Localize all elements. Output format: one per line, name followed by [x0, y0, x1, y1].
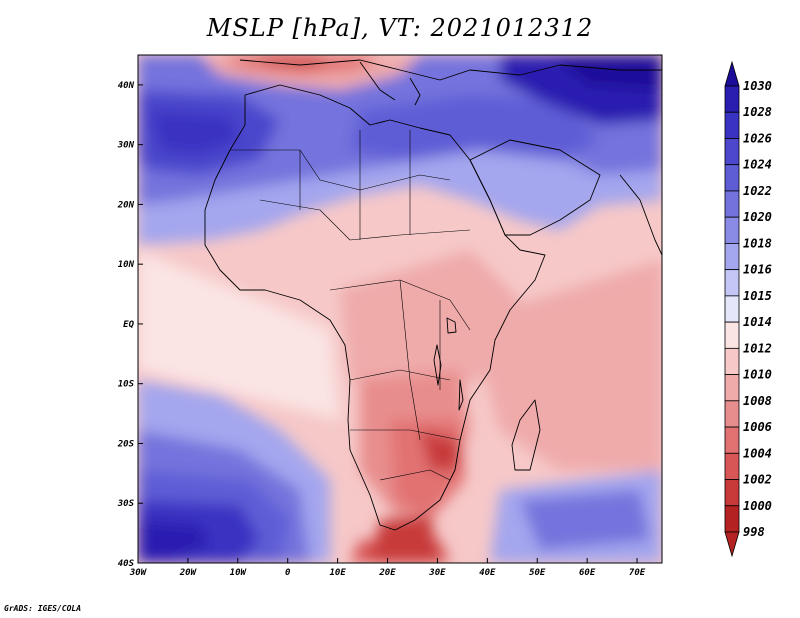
y-tick-label: 20S [117, 439, 135, 449]
colorbar-label: 1014 [743, 315, 772, 329]
colorbar-segment [724, 400, 740, 428]
colorbar-segment [724, 295, 740, 323]
colorbar-segment [724, 243, 740, 271]
colorbar-segment [724, 321, 740, 349]
colorbar-top-arrow [724, 60, 740, 87]
x-tick-label: 10E [329, 568, 346, 578]
colorbar-segment [724, 111, 740, 139]
colorbar-label: 1020 [743, 210, 772, 224]
x-tick-label: 40E [479, 568, 496, 578]
colorbar: 1030 1028 1026 1024 1022 1020 1018 1016 1015 1014… [724, 60, 772, 558]
colorbar-label: 1000 [743, 499, 772, 513]
colorbar-label: 1028 [743, 105, 772, 119]
x-tick-label: 0 [285, 568, 291, 578]
colorbar-label: 1015 [743, 289, 772, 303]
colorbar-label: 1024 [743, 158, 772, 172]
y-tick-label: 20N [117, 200, 135, 210]
colorbar-label: 1018 [743, 236, 772, 250]
colorbar-segment [724, 138, 740, 166]
coastlines [204, 59, 662, 531]
colorbar-label: 1006 [743, 420, 772, 434]
colorbar-label: 1026 [743, 131, 772, 145]
y-tick-label: 40N [118, 81, 135, 91]
colorbar-segment [724, 269, 740, 297]
colorbar-segment [724, 347, 740, 375]
colorbar-label: 1022 [743, 184, 772, 198]
y-tick-label: 40S [118, 559, 135, 569]
x-tick-label: 10W [230, 568, 248, 578]
x-tick-label: 70E [629, 568, 646, 578]
colorbar-segment [724, 479, 740, 507]
x-tick-label: 20W [179, 568, 198, 578]
plot-frame [137, 54, 663, 564]
x-axis: 30W 20W 10W 0 10E 20E 30E 40E 50E 60E 70E [129, 558, 646, 578]
colorbar-segment [724, 85, 740, 113]
colorbar-segment [724, 374, 740, 402]
colorbar-label: 1012 [743, 341, 772, 355]
colorbar-segment [724, 164, 740, 192]
x-tick-label: 20E [378, 568, 396, 578]
pressure-field [138, 55, 662, 563]
colorbar-label: 1010 [743, 368, 772, 382]
colorbar-label: 1002 [743, 473, 772, 487]
colorbar-segment [724, 452, 740, 480]
colorbar-label: 1030 [743, 79, 772, 93]
y-axis: 40N 30N 20N 10N EQ 10S 20S 30S 40S [117, 81, 143, 569]
x-tick-label: 30W [129, 568, 148, 578]
y-tick-label: EQ [123, 320, 134, 330]
colorbar-label: 1008 [743, 394, 772, 408]
colorbar-label: 998 [743, 525, 765, 539]
credit-text: GrADS: IGES/COLA [4, 604, 82, 613]
colorbar-segment [724, 505, 740, 533]
colorbar-segment [724, 426, 740, 454]
y-tick-label: 30N [117, 141, 135, 151]
y-tick-label: 30S [117, 499, 135, 509]
colorbar-segment [724, 190, 740, 218]
x-tick-label: 50E [529, 568, 546, 578]
chart-title: MSLP [hPa], VT: 2021012312 [206, 14, 594, 42]
y-tick-label: 10N [118, 260, 135, 270]
y-tick-label: 10S [118, 380, 135, 390]
colorbar-label: 1004 [743, 446, 772, 460]
colorbar-bottom-arrow [724, 531, 740, 558]
colorbar-segment [724, 216, 740, 244]
colorbar-label: 1016 [743, 263, 772, 277]
x-tick-label: 60E [579, 568, 596, 578]
x-tick-label: 30E [428, 568, 446, 578]
